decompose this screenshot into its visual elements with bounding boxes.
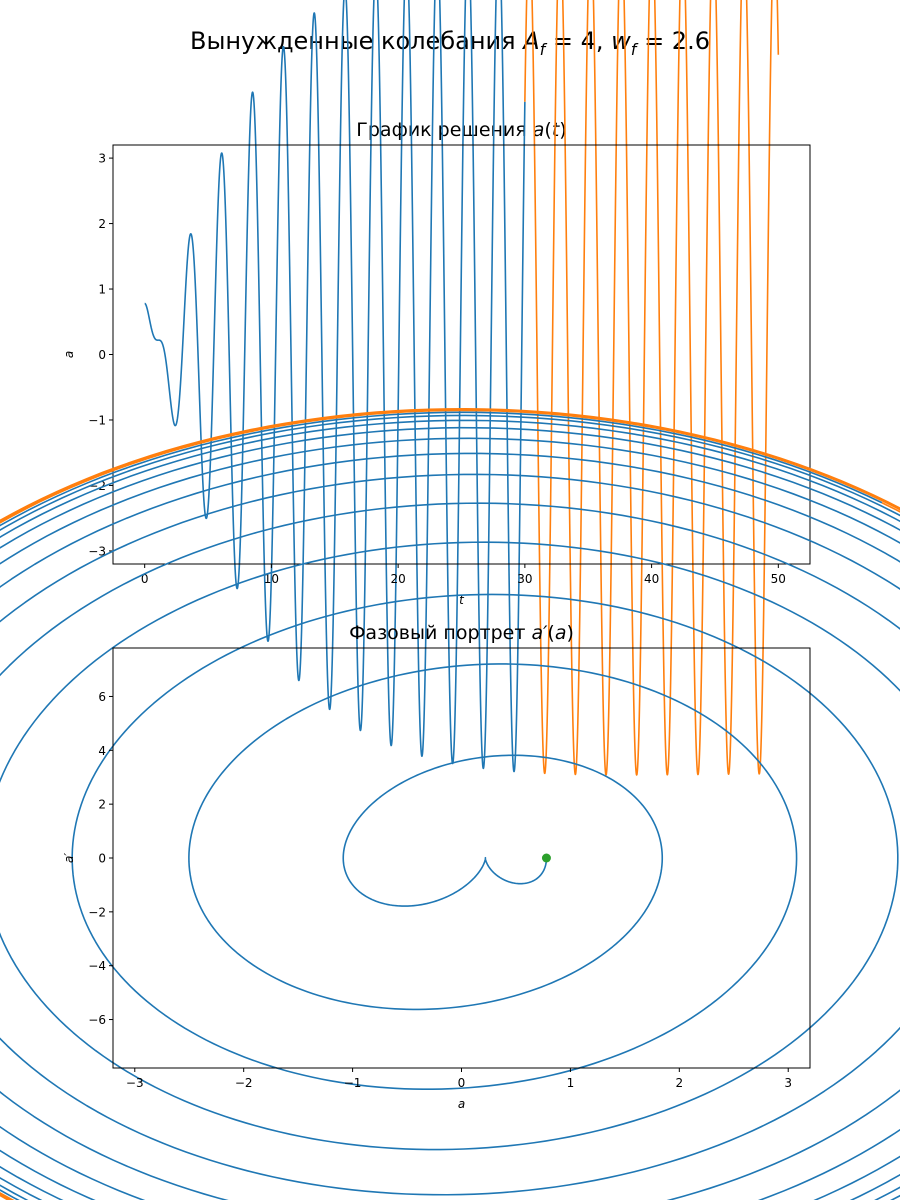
phase-series-1 [0,411,900,1200]
solution-plot-y-tick-label: −3 [88,544,106,558]
phase-portrait-y-ticks: −6 −4 −2 0 2 4 6 [88,690,113,1027]
solution-plot-title: График решения a(t) [356,119,566,141]
phase-series-2 [0,407,900,1200]
phase-portrait-y-tick-label: −6 [88,1013,106,1027]
phase-portrait-lines [0,407,900,1200]
phase-portrait-x-ticks: −3 −2 −1 0 1 2 3 [126,1068,792,1090]
solution-plot: График решения a(t) 0 10 20 30 40 50 −3 −2 −1 0 1… [62,0,811,776]
solution-plot-y-tick-label: −2 [88,479,106,493]
phase-portrait-y-tick-label: −2 [88,905,106,919]
phase-portrait-y-tick-label: 2 [98,798,106,812]
phase-portrait-x-tick-label: 0 [458,1076,466,1090]
solution-plot-x-tick-label: 30 [517,572,532,586]
solution-plot-ylabel: a [62,351,76,358]
phase-portrait-x-tick-label: −1 [344,1076,362,1090]
solution-plot-x-tick-label: 50 [771,572,786,586]
phase-portrait-x-tick-label: 2 [675,1076,683,1090]
solution-plot-xlabel: t [459,593,465,607]
solution-plot-y-ticks: −3 −2 −1 0 1 2 3 [88,152,113,558]
phase-portrait-x-tick-label: 1 [567,1076,575,1090]
phase-portrait-x-tick-label: 3 [784,1076,792,1090]
solution-plot-x-ticks: 0 10 20 30 40 50 [141,564,786,586]
solution-plot-x-tick-label: 0 [141,572,149,586]
phase-portrait-y-tick-label: −4 [88,959,106,973]
solution-plot-x-tick-label: 20 [390,572,405,586]
solution-plot-y-tick-label: 3 [98,152,106,166]
solution-plot-y-tick-label: 2 [98,217,106,231]
start-point-marker [541,853,551,863]
solution-plot-x-tick-label: 10 [264,572,279,586]
phase-portrait-x-tick-label: −3 [126,1076,144,1090]
solution-plot-lines [144,0,780,776]
solution-series-2 [524,0,780,776]
phase-portrait-ylabel: a′ [62,853,76,863]
solution-plot-y-tick-label: 0 [98,348,106,362]
phase-portrait-x-tick-label: −2 [235,1076,253,1090]
phase-portrait-xlabel: a [458,1097,465,1111]
phase-portrait-y-tick-label: 0 [98,852,106,866]
phase-portrait-plot: Фазовый портрет a′(a) −3 −2 −1 0 1 2 3 −6 −4 −2 0… [0,407,900,1200]
figure-suptitle: Вынужденные колебания Af = 4, wf = 2.6 [190,27,710,59]
phase-portrait-title: Фазовый портрет a′(a) [349,622,574,644]
solution-plot-y-tick-label: −1 [88,413,106,427]
solution-plot-x-tick-label: 40 [644,572,659,586]
phase-portrait-frame [112,647,811,1069]
solution-series-1 [144,0,526,773]
phase-portrait-y-tick-label: 4 [98,744,106,758]
phase-portrait-y-tick-label: 6 [98,690,106,704]
solution-plot-y-tick-label: 1 [98,283,106,297]
